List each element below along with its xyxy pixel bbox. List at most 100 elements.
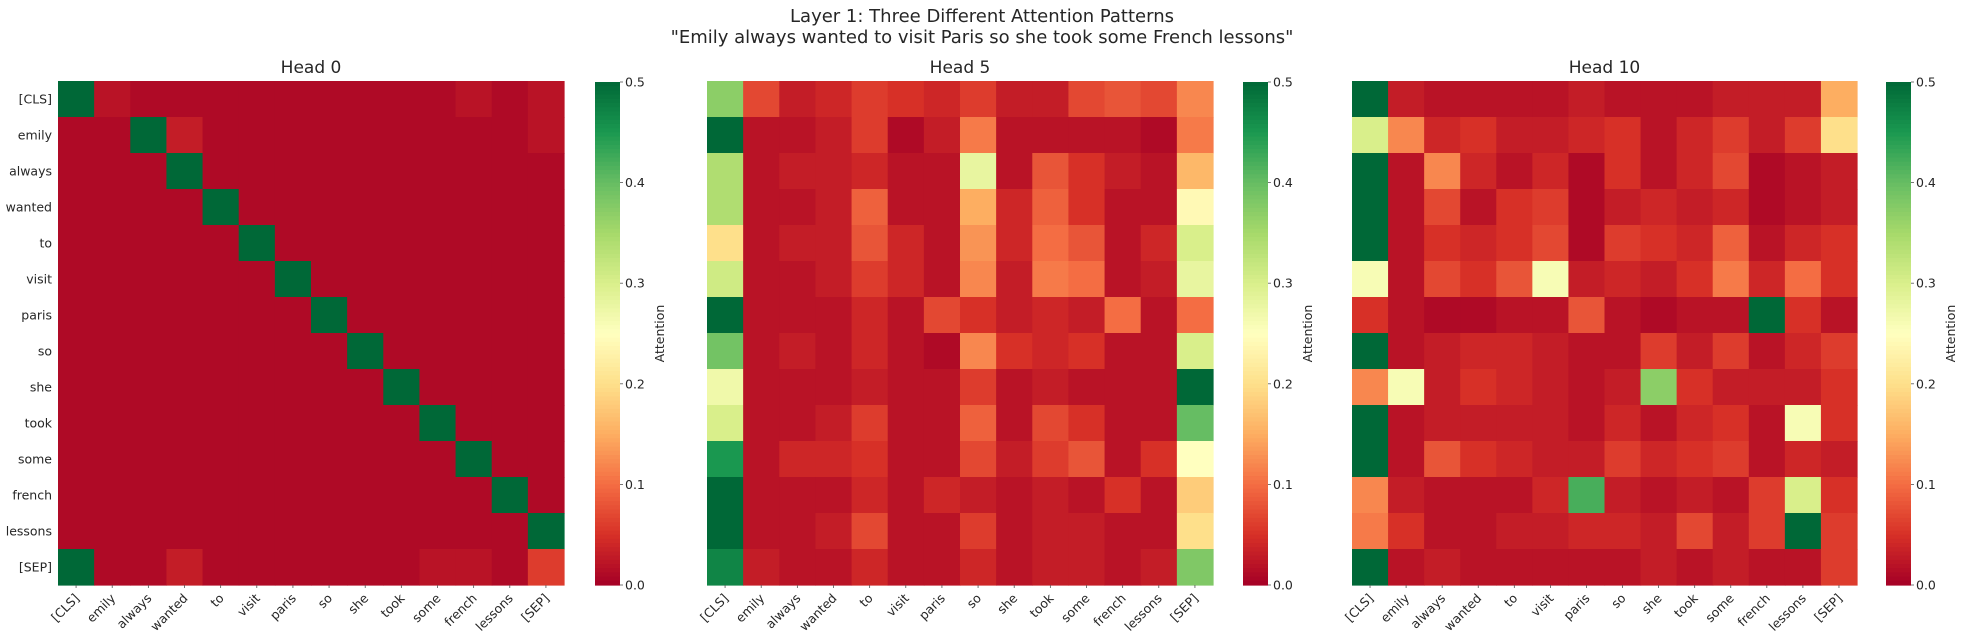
colorbar-segment — [595, 107, 620, 112]
colorbar-segment — [595, 580, 620, 586]
heatmap-cell — [1352, 477, 1389, 514]
colorbar-segment — [1886, 228, 1911, 234]
heatmap-cell — [1820, 513, 1858, 550]
x-tick-label: [CLS] — [48, 591, 82, 625]
x-tick-label: [SEP] — [518, 591, 552, 625]
heatmap-cell — [851, 261, 889, 298]
heatmap-cell — [419, 297, 457, 334]
heatmap-cell — [851, 153, 889, 190]
colorbar-segment — [1243, 329, 1268, 335]
heatmap-cell — [815, 189, 853, 226]
colorbar-segment — [1886, 387, 1911, 393]
heatmap-cell — [1640, 189, 1678, 226]
heatmap-cell — [419, 441, 457, 478]
colorbar-segment — [1886, 568, 1911, 574]
heatmap-cell — [238, 153, 276, 190]
colorbar-segment — [1886, 337, 1911, 343]
heatmap-cell — [1676, 333, 1714, 370]
heatmap-cell — [1820, 405, 1858, 442]
heatmap-cell — [1568, 225, 1606, 262]
heatmap-cell — [1784, 549, 1822, 586]
colorbar-segment — [595, 362, 620, 368]
heatmap-cell — [1748, 189, 1786, 226]
heatmap-cell — [1176, 333, 1214, 370]
heatmap-cell — [238, 297, 276, 334]
colorbar-segment — [1886, 220, 1911, 226]
colorbar-segment — [1243, 119, 1268, 125]
heatmap-cell — [815, 81, 853, 118]
colorbar-segment — [595, 354, 620, 360]
heatmap-cell — [779, 369, 817, 406]
colorbar-segment — [1243, 115, 1268, 121]
heatmap-cell — [1532, 117, 1570, 154]
x-tick-label: [SEP] — [1167, 591, 1201, 625]
colorbar-segment — [1243, 513, 1268, 519]
heatmap-cell — [130, 405, 168, 442]
heatmap-cell — [491, 297, 529, 334]
colorbar-segment — [1886, 488, 1911, 494]
heatmap-cell — [960, 513, 997, 550]
colorbar-segment — [1886, 224, 1911, 230]
y-tick-label: [SEP] — [19, 560, 52, 575]
heatmap-cell — [1424, 189, 1461, 226]
heatmap-cell — [1568, 369, 1606, 406]
colorbar-segment — [1886, 362, 1911, 368]
heatmap-cell — [923, 369, 961, 406]
heatmap-cell — [94, 333, 131, 370]
colorbar-segment — [1243, 404, 1268, 410]
heatmap-cell — [1640, 513, 1678, 550]
heatmap-cell — [1140, 477, 1178, 514]
colorbar-segment — [1243, 446, 1268, 452]
heatmap-cell — [455, 225, 493, 262]
colorbar-segment — [1243, 400, 1268, 406]
heatmap-cell — [960, 261, 997, 298]
colorbar-segment — [595, 161, 620, 167]
heatmap-cell — [311, 441, 348, 478]
colorbar-segment — [595, 513, 620, 519]
heatmap-cell — [347, 549, 384, 586]
colorbar-segment — [1243, 421, 1268, 427]
heatmap-cell — [1784, 81, 1822, 118]
heatmap-cell — [1176, 369, 1214, 406]
colorbar-segment — [595, 576, 620, 582]
colorbar-segment — [595, 199, 620, 205]
heatmap-cell — [419, 261, 457, 298]
heatmap-cell — [851, 225, 889, 262]
heatmap-cell — [1820, 549, 1858, 586]
colorbar-tick-label: 0.3 — [1273, 276, 1293, 291]
colorbar-segment — [1886, 94, 1911, 100]
colorbar-segment — [1886, 530, 1911, 536]
colorbar-segment — [595, 392, 620, 397]
colorbar-segment — [1886, 341, 1911, 347]
heatmap-cell — [311, 549, 348, 586]
y-tick-label: lessons — [6, 524, 52, 539]
heatmap-cell — [166, 369, 204, 406]
heatmap-cell — [1676, 549, 1714, 586]
heatmap-cell — [94, 153, 131, 190]
heatmap-cell — [996, 261, 1033, 298]
heatmap-cell — [1352, 261, 1389, 298]
colorbar-segment — [1886, 157, 1911, 163]
colorbar-segment — [595, 517, 620, 523]
heatmap-cell — [1140, 189, 1178, 226]
colorbar-segment — [1886, 182, 1911, 188]
heatmap-cell — [238, 81, 276, 118]
heatmap-cell — [815, 513, 853, 550]
heatmap-cell — [1496, 153, 1533, 190]
heatmap-cell — [960, 297, 997, 334]
colorbar-segment — [1886, 450, 1911, 456]
heatmap-cell — [1712, 297, 1750, 334]
colorbar-segment — [1886, 241, 1911, 247]
heatmap-cell — [347, 189, 384, 226]
heatmap-cell — [1032, 513, 1070, 550]
heatmap-cell — [1712, 153, 1750, 190]
y-tick-label: french — [12, 488, 52, 503]
heatmap-cell — [851, 81, 889, 118]
heatmap-cell — [1176, 261, 1214, 298]
heatmap-cell — [815, 333, 853, 370]
heatmap-cell — [1712, 369, 1750, 406]
colorbar-segment — [595, 429, 620, 435]
colorbar-segment — [1886, 526, 1911, 532]
x-tick-label: she — [345, 590, 371, 616]
